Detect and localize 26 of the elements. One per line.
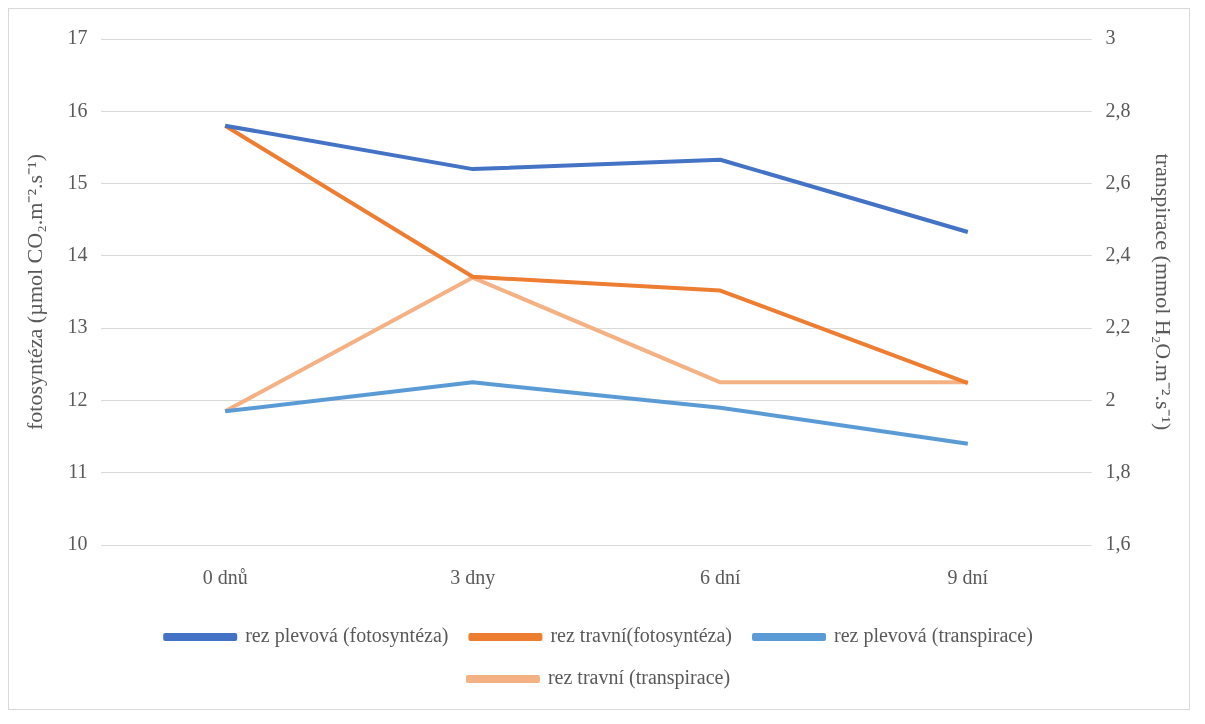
legend-label: rez plevová (fotosyntéza): [245, 624, 449, 648]
y2-tick-label: 2,6: [1105, 170, 1131, 193]
x-tick-label: 0 dnů: [202, 566, 248, 589]
x-tick-label: 6 dní: [699, 566, 741, 589]
y-tick-label: 15: [67, 170, 88, 193]
y2-tick-label: 2,4: [1105, 243, 1131, 266]
y2-axis-title: transpirace (mmol H₂O.m⁻².s⁻¹): [1151, 153, 1177, 431]
y-tick-label: 17: [67, 26, 88, 49]
y2-tick-label: 1,8: [1105, 459, 1131, 482]
legend-label: rez travní (transpirace): [547, 666, 731, 690]
y-tick-label: 10: [67, 532, 88, 555]
y2-tick-label: 3: [1105, 26, 1116, 49]
y-axis-title: fotosyntéza (µmol CO₂.m⁻².s⁻¹): [21, 153, 47, 431]
y-tick-label: 14: [67, 243, 88, 266]
y2-tick-label: 2,2: [1105, 315, 1131, 338]
x-tick-label: 9 dní: [947, 566, 989, 589]
y2-tick-label: 2,8: [1105, 98, 1131, 121]
y-tick-label: 13: [67, 315, 88, 338]
legend-label: rez travní(fotosyntéza): [550, 624, 733, 648]
y-tick-label: 12: [67, 387, 88, 410]
y-tick-label: 16: [67, 98, 88, 121]
legend-label: rez plevová (transpirace): [834, 624, 1033, 648]
y2-tick-label: 1,6: [1105, 532, 1131, 555]
y-tick-label: 11: [68, 459, 88, 482]
y2-tick-label: 2: [1105, 387, 1116, 410]
x-tick-label: 3 dny: [450, 566, 496, 590]
